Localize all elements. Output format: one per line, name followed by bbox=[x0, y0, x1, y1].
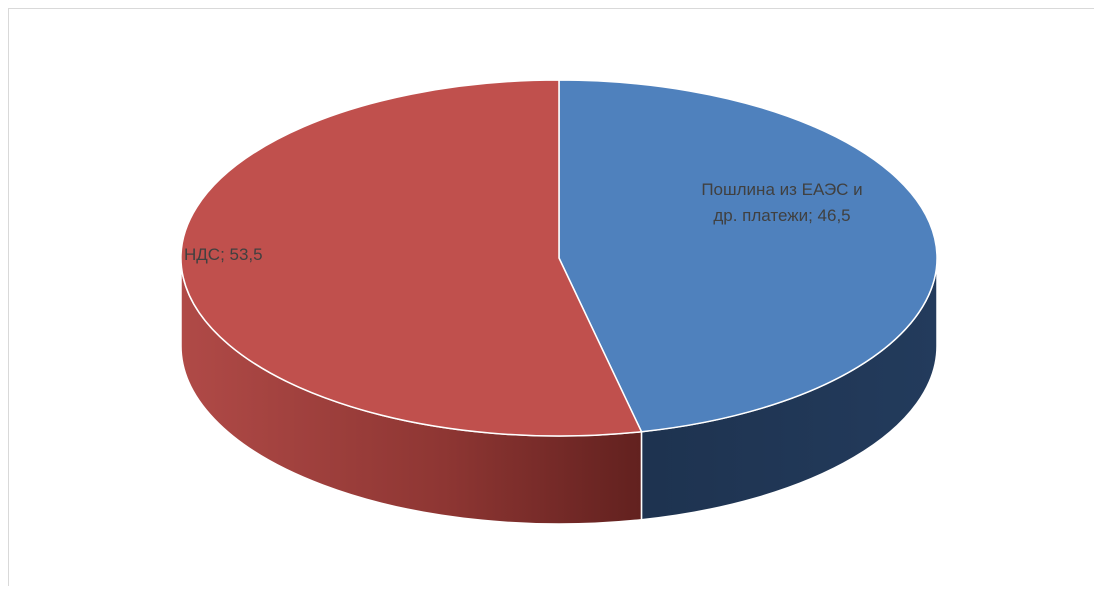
data-label-line: Пошлина из ЕАЭС и bbox=[701, 180, 862, 199]
data-label-line: др. платежи; 46,5 bbox=[713, 206, 850, 225]
slice-ндс bbox=[180, 79, 643, 437]
data-label-line: НДС; 53,5 bbox=[184, 245, 263, 264]
slice-пошлина-из-еаэс-и-др-платежи bbox=[558, 79, 938, 433]
data-label-пошлина-из-еаэс-и-др-платежи: Пошлина из ЕАЭС и др. платежи; 46,5 bbox=[701, 180, 862, 225]
data-label-ндс: НДС; 53,5 bbox=[184, 245, 263, 264]
